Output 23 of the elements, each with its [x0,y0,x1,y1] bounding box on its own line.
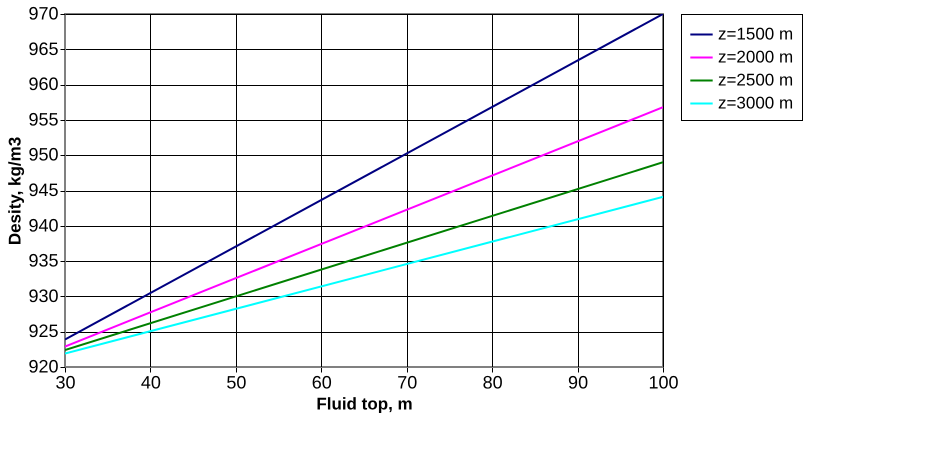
x-axis-title: Fluid top, m [316,394,413,414]
x-tick-label: 50 [226,372,246,392]
y-tick-label: 925 [28,321,58,342]
x-tick-label: 100 [648,372,679,392]
y-tick-label: 965 [28,38,58,59]
legend-label: z=1500 m [718,24,794,44]
y-tick-label: 960 [28,74,58,94]
y-tick-label: 970 [28,4,58,24]
legend-label: z=2000 m [718,48,794,66]
y-tick-label: 935 [28,250,58,271]
x-tick-label: 40 [140,372,161,392]
legend-label: z=2500 m [718,70,794,90]
y-tick-label: 955 [28,109,58,130]
x-tick-label: 60 [312,372,332,392]
y-tick-label: 940 [28,215,58,236]
y-axis-title: Desity, kg/m3 [5,136,24,246]
y-tick-label: 945 [28,180,58,200]
x-tick-label: 90 [568,372,588,392]
y-tick-label: 930 [28,286,58,306]
legend-label: z=3000 m [718,94,794,112]
y-tick-label: 950 [28,144,58,165]
x-tick-label: 80 [482,372,503,392]
x-tick-label: 70 [397,372,418,392]
